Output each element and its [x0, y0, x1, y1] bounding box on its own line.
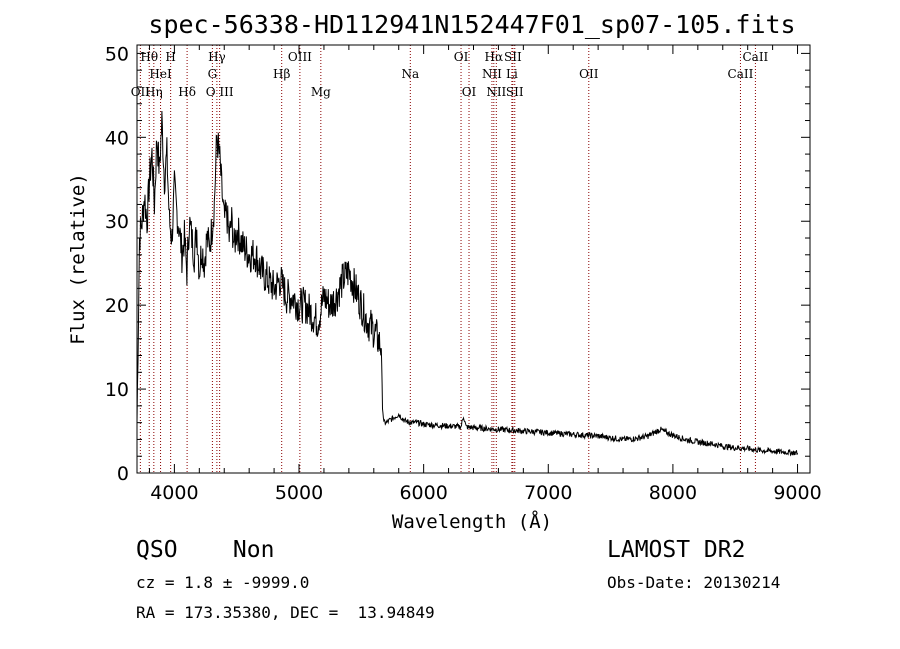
- line-label: Hθ: [140, 50, 158, 64]
- line-label: OI: [462, 85, 477, 99]
- line-label: Hη: [145, 85, 163, 99]
- line-label: OI: [454, 50, 469, 64]
- obs-date-readout: Obs-Date: 20130214: [607, 573, 781, 592]
- y-axis-label: Flux (relative): [67, 173, 89, 345]
- line-label: CaII: [728, 67, 754, 81]
- object-class-label: QSO Non: [136, 537, 275, 563]
- line-label: O III: [206, 85, 234, 99]
- y-tick-label: 40: [105, 127, 129, 149]
- spectral-line-markers: [139, 45, 756, 473]
- line-label: Hβ: [273, 67, 290, 81]
- x-axis-label: Wavelength (Å): [392, 510, 552, 533]
- axis-ticks: 4000 5000 6000 7000 8000 9000 0 10 20 30 40 50: [105, 43, 822, 504]
- y-tick-label: 10: [105, 379, 129, 401]
- line-label: NII: [486, 85, 506, 99]
- line-label: Li: [506, 67, 518, 81]
- line-label: Hγ: [208, 50, 226, 64]
- x-tick-label: 6000: [399, 482, 447, 504]
- line-label: OII: [579, 67, 599, 81]
- y-tick-label: 0: [117, 463, 129, 485]
- redshift-readout: cz = 1.8 ± -9999.0: [136, 573, 310, 592]
- line-label: G: [208, 67, 218, 81]
- y-tick-label: 20: [105, 295, 129, 317]
- line-label: CaII: [742, 50, 768, 64]
- line-label: Mg: [311, 85, 331, 99]
- spectrum-series-line: [136, 110, 798, 457]
- x-tick-label: 9000: [773, 482, 821, 504]
- x-tick-label: 5000: [275, 482, 323, 504]
- survey-label: LAMOST DR2: [607, 537, 746, 563]
- coordinates-readout: RA = 173.35380, DEC = 13.94849: [136, 603, 435, 622]
- line-label: HeI: [149, 67, 172, 81]
- line-label: OII: [131, 85, 151, 99]
- x-tick-label: 7000: [524, 482, 572, 504]
- line-label: Hδ: [178, 85, 196, 99]
- line-label: NII: [482, 67, 502, 81]
- y-tick-label: 30: [105, 211, 129, 233]
- line-label: SII: [504, 50, 522, 64]
- plot-frame: [136, 44, 811, 474]
- line-label: Hα: [485, 50, 504, 64]
- line-label: Na: [401, 67, 419, 81]
- x-tick-label: 8000: [649, 482, 697, 504]
- y-tick-label: 50: [105, 43, 129, 65]
- chart-title: spec-56338-HD112941N152447F01_sp07-105.f…: [148, 10, 795, 39]
- line-label: OIII: [288, 50, 312, 64]
- x-tick-label: 4000: [150, 482, 198, 504]
- line-label: H: [165, 50, 175, 64]
- line-label: SII: [506, 85, 524, 99]
